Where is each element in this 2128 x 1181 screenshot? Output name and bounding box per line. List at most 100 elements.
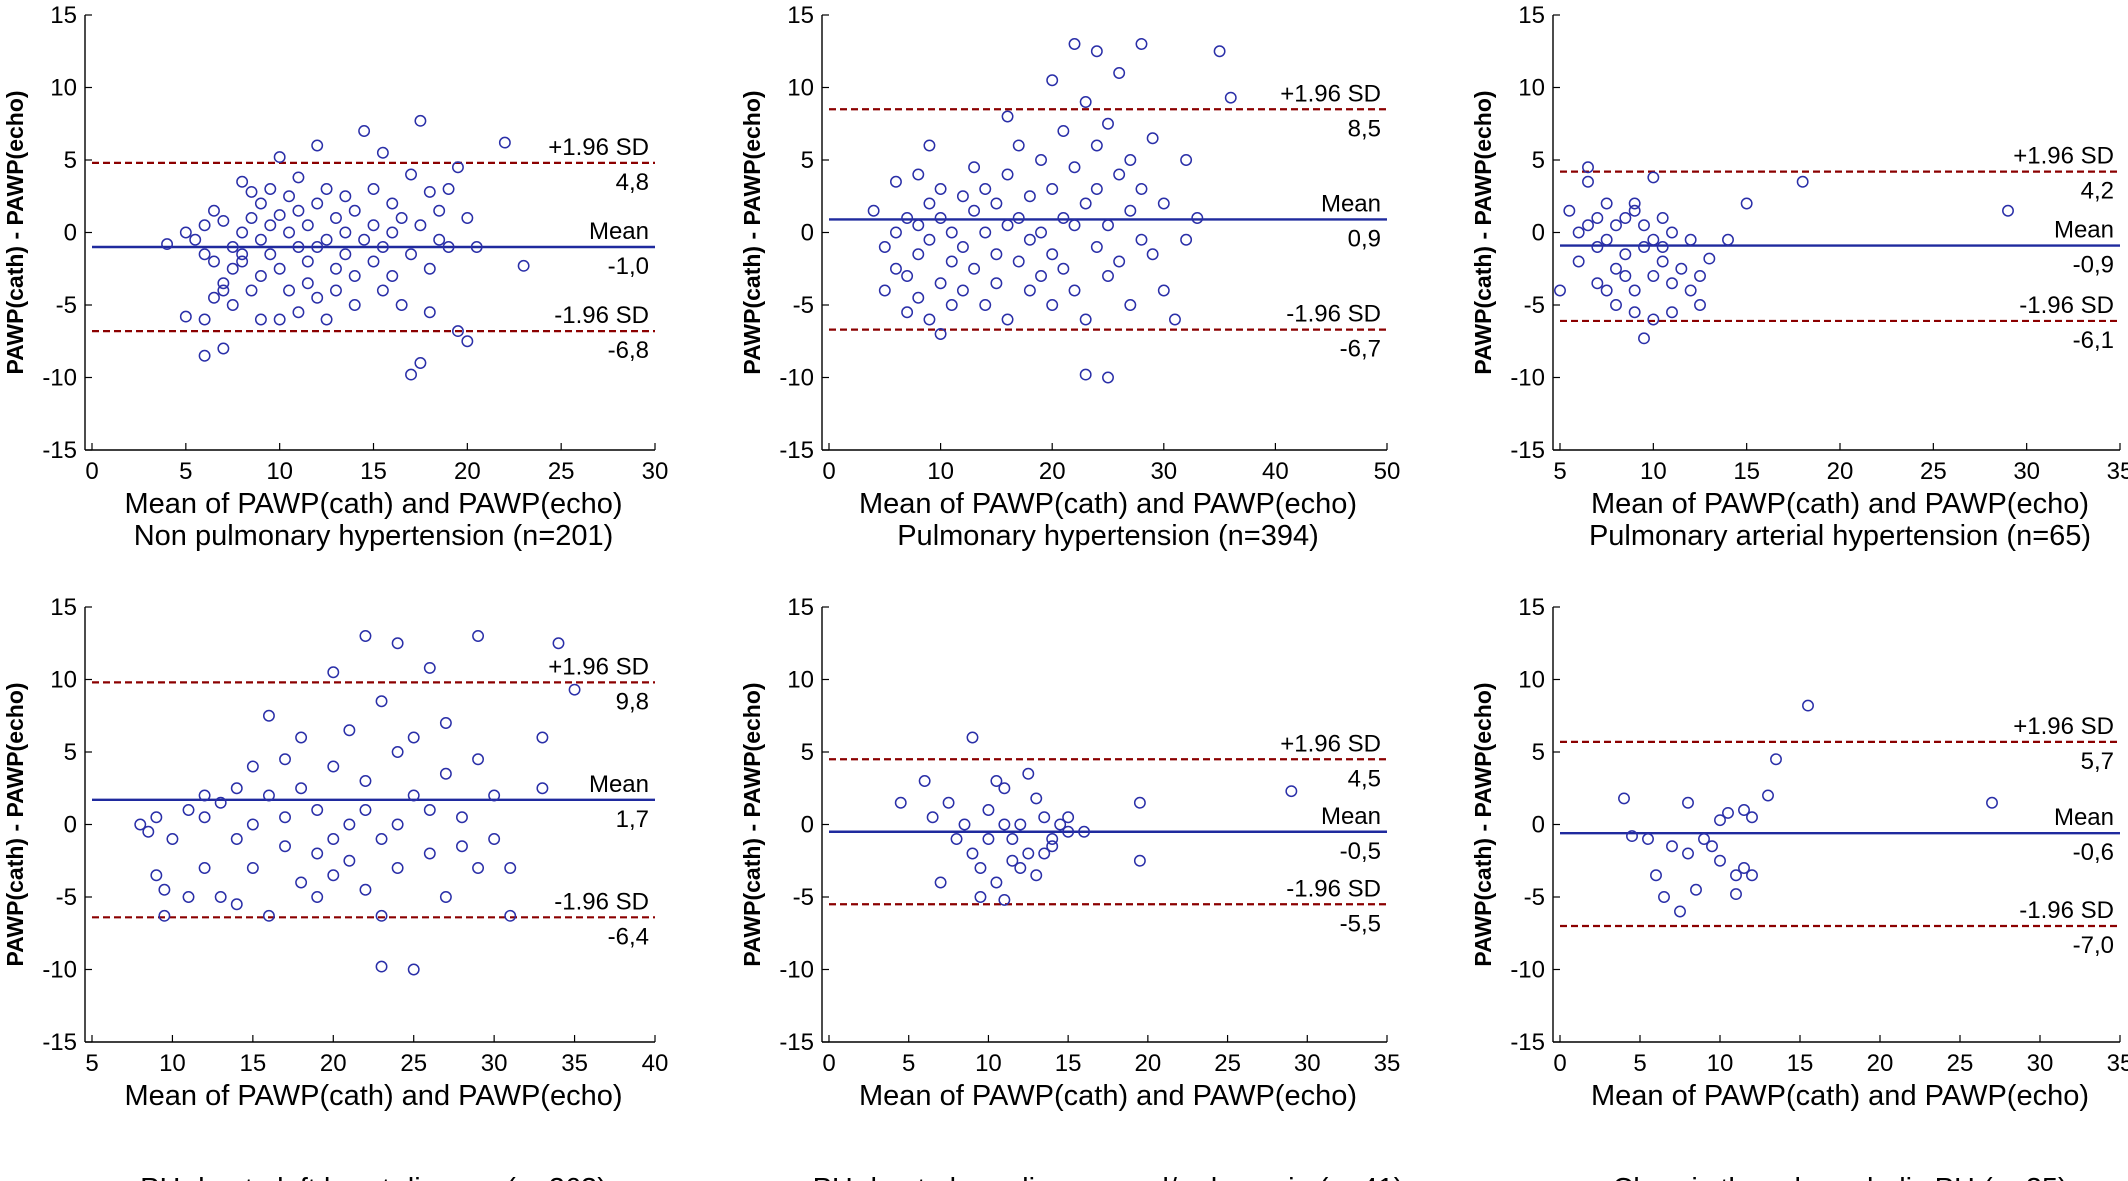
- mean-title: Mean: [2054, 217, 2114, 244]
- lower-limit-value: -6,7: [1340, 336, 1381, 363]
- x-tick-label: 35: [1374, 1050, 1401, 1077]
- data-point: [226, 299, 239, 311]
- data-point: [968, 262, 981, 275]
- data-point: [1046, 299, 1059, 311]
- data-point: [452, 325, 464, 338]
- data-point: [198, 219, 211, 232]
- data-point: [264, 248, 277, 261]
- x-tick-label: 15: [1055, 1050, 1082, 1077]
- data-point: [254, 197, 267, 210]
- data-point: [1986, 796, 1998, 809]
- data-point: [311, 139, 324, 152]
- data-point: [1619, 270, 1632, 282]
- data-point: [1035, 226, 1047, 239]
- data-point: [1572, 255, 1585, 268]
- y-tick-label: 10: [50, 667, 77, 694]
- y-tick-label: 10: [1518, 75, 1545, 102]
- data-point: [912, 248, 925, 261]
- data-point: [456, 840, 468, 853]
- data-point: [979, 226, 992, 239]
- data-point: [1582, 175, 1594, 188]
- data-point: [158, 909, 171, 922]
- data-point: [1684, 284, 1697, 297]
- data-point: [1146, 132, 1159, 145]
- data-point: [1078, 825, 1091, 838]
- data-point: [1113, 168, 1126, 181]
- data-point: [158, 883, 171, 896]
- upper-limit-value: 8,5: [1348, 115, 1381, 142]
- data-point: [990, 876, 1003, 889]
- data-point: [161, 238, 174, 251]
- data-point: [1057, 125, 1070, 137]
- data-point: [1610, 299, 1622, 311]
- data-point: [166, 833, 179, 845]
- data-point: [1124, 154, 1137, 166]
- y-tick-label: -15: [42, 437, 77, 464]
- data-point: [1046, 183, 1059, 195]
- y-tick-label: 10: [787, 75, 814, 102]
- mean-title: Mean: [2054, 804, 2114, 831]
- data-point: [1057, 212, 1070, 224]
- data-point: [1124, 299, 1137, 311]
- data-point: [912, 219, 925, 232]
- x-axis-title: Mean of PAWP(cath) and PAWP(echo): [124, 488, 622, 520]
- data-point: [208, 255, 220, 268]
- data-point: [414, 219, 427, 232]
- data-point: [254, 233, 267, 246]
- data-point: [1618, 792, 1630, 805]
- data-point: [1656, 241, 1669, 253]
- x-tick-label: 20: [454, 458, 481, 485]
- x-tick-label: 10: [1640, 458, 1667, 485]
- data-point: [1638, 241, 1650, 253]
- data-point: [1722, 233, 1734, 246]
- data-point: [472, 630, 485, 642]
- lower-limit-value: -5,5: [1340, 910, 1381, 937]
- data-point: [1572, 226, 1585, 239]
- data-point: [198, 811, 211, 824]
- data-point: [198, 862, 211, 874]
- data-point: [1023, 233, 1036, 246]
- x-tick-label: 35: [2107, 458, 2128, 485]
- data-point: [208, 291, 220, 304]
- data-point: [375, 695, 388, 708]
- data-point: [1068, 284, 1081, 297]
- upper-limit-title: +1.96 SD: [548, 653, 649, 680]
- data-point: [1647, 270, 1660, 282]
- data-point: [1012, 255, 1025, 268]
- data-point: [1001, 168, 1014, 181]
- data-point: [376, 241, 389, 253]
- data-point: [348, 270, 361, 282]
- data-point: [423, 262, 436, 275]
- lower-limit-title: -1.96 SD: [1286, 301, 1381, 328]
- data-point: [214, 796, 227, 809]
- data-point: [1619, 212, 1632, 224]
- data-point: [273, 262, 286, 275]
- y-tick-label: 10: [50, 75, 77, 102]
- data-point: [179, 226, 192, 239]
- data-point: [504, 862, 517, 874]
- data-point: [1030, 792, 1043, 805]
- data-point: [301, 219, 314, 232]
- data-point: [182, 804, 195, 816]
- data-point: [226, 262, 239, 275]
- data-point: [1746, 811, 1758, 824]
- data-point: [246, 760, 259, 773]
- data-point: [1090, 241, 1103, 253]
- data-point: [934, 277, 947, 290]
- data-point: [942, 796, 955, 809]
- upper-limit-title: +1.96 SD: [1280, 730, 1381, 757]
- data-point: [283, 226, 295, 239]
- data-point: [1698, 833, 1710, 845]
- data-point: [407, 963, 420, 976]
- data-point: [439, 891, 452, 903]
- data-point: [311, 804, 324, 816]
- x-tick-label: 30: [1294, 1050, 1321, 1077]
- data-point: [1628, 197, 1641, 210]
- data-point: [1012, 212, 1025, 224]
- data-point: [956, 284, 969, 297]
- data-point: [198, 313, 211, 326]
- x-tick-label: 25: [1214, 1050, 1241, 1077]
- y-tick-label: 0: [64, 220, 77, 247]
- upper-limit-value: 5,7: [2081, 748, 2114, 775]
- data-point: [1054, 818, 1067, 831]
